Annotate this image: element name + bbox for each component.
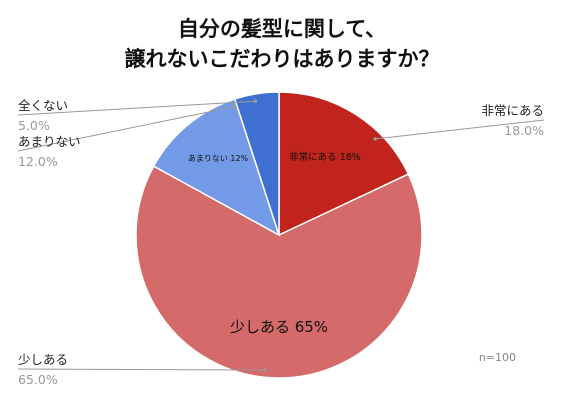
- slice-legend-value-2: 65.0%: [18, 372, 58, 387]
- leader-line-1: [375, 119, 545, 140]
- slice-legend-name-3: あまりない: [18, 134, 81, 149]
- chart-title: 自分の髪型に関して、 譲れないこだわりはありますか？: [0, 14, 564, 74]
- leader-dot-2: [263, 368, 267, 372]
- leader-line-4: [17, 100, 256, 116]
- slice-legend-name-2: 少しある: [18, 352, 68, 367]
- slice-legend-value-1: 18.0%: [504, 123, 544, 138]
- leader-dot-4: [253, 99, 258, 103]
- pie-slice-1: [278, 91, 410, 237]
- pie-slice-4: [233, 91, 280, 236]
- pie-slice-3: [152, 98, 281, 237]
- chart-title-line-1: 自分の髪型に関して、: [177, 17, 387, 41]
- leader-dot-3: [233, 104, 237, 109]
- pie-slice-2: [135, 165, 423, 379]
- chart-title-line-2: 譲れないこだわりはありますか？: [124, 47, 440, 71]
- slice-inner-label-1: 非常にある 18%: [289, 151, 361, 163]
- slice-legend-name-1: 非常にある: [481, 103, 544, 118]
- slice-legend-name-4: 全くない: [18, 98, 68, 113]
- leader-line-2: [17, 368, 265, 371]
- sample-size-note: n=100: [478, 351, 516, 364]
- slice-inner-label-2: 少しある 65%: [230, 318, 328, 336]
- leader-line-3: [17, 106, 235, 152]
- slice-inner-label-3: あまりない 12%: [188, 154, 249, 163]
- leader-dot-1: [373, 137, 377, 141]
- slice-legend-value-4: 5.0%: [18, 118, 50, 133]
- slice-legend-value-3: 12.0%: [18, 154, 58, 169]
